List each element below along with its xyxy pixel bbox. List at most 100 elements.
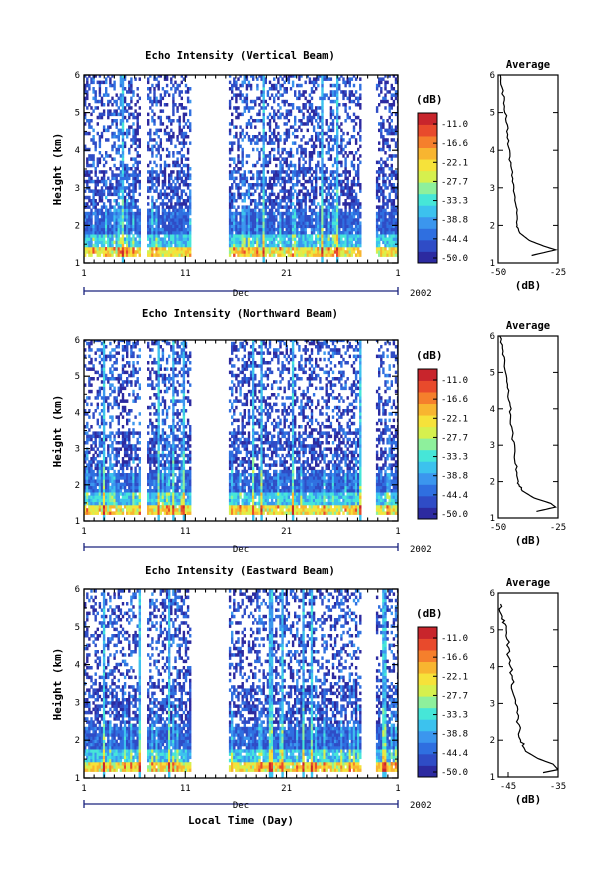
heatmap-cell <box>394 90 398 94</box>
heatmap-cell <box>84 399 87 403</box>
heatmap-cell <box>163 218 167 222</box>
heatmap-cell <box>323 237 326 241</box>
heatmap-cell <box>98 247 102 251</box>
heatmap-cell <box>329 147 333 152</box>
heatmap-cell <box>308 215 312 219</box>
heatmap-cell <box>315 87 318 91</box>
heatmap-cell <box>384 93 387 97</box>
heatmap-cell <box>100 80 104 85</box>
heatmap-cell <box>270 208 274 213</box>
heatmap-cell <box>273 119 276 123</box>
heatmap-cell <box>342 131 345 136</box>
heatmap-cell <box>354 231 358 235</box>
heatmap-cell <box>273 87 276 91</box>
heatmap-cell <box>291 163 295 168</box>
heatmap-cell <box>153 227 156 232</box>
heatmap-cell <box>228 128 232 133</box>
heatmap-cell <box>329 170 333 174</box>
heatmap-cell <box>184 227 188 232</box>
heatmap-cell <box>350 186 354 190</box>
heatmap-cell <box>115 215 118 219</box>
heatmap-cell <box>319 170 322 174</box>
heatmap-cell <box>136 234 139 238</box>
heatmap-cell <box>119 386 123 391</box>
heatmap-cell <box>115 361 118 365</box>
heatmap-cell <box>161 205 165 209</box>
heatmap-cell <box>107 250 110 254</box>
heatmap-cell <box>186 224 190 229</box>
heatmap-cell <box>375 195 379 200</box>
heatmap-cell <box>134 115 137 120</box>
heatmap-cell <box>331 250 335 254</box>
heatmap-cell <box>315 218 318 222</box>
heatmap-cell <box>117 138 120 142</box>
heatmap-cell <box>233 199 236 203</box>
heatmap-cell <box>117 183 120 187</box>
heatmap-cell <box>84 409 87 413</box>
heatmap-cell <box>172 96 175 101</box>
heatmap-cell <box>115 103 118 107</box>
heatmap-cell <box>165 186 169 190</box>
heatmap-cell <box>386 237 389 241</box>
heatmap-cell <box>249 211 253 216</box>
heatmap-cell <box>88 131 91 136</box>
heatmap-cell <box>386 221 389 225</box>
heatmap-cell <box>123 447 127 451</box>
heatmap-cell <box>249 115 253 120</box>
heatmap-cell <box>149 237 152 241</box>
heatmap-cell <box>338 250 341 254</box>
heatmap-cell <box>111 112 114 117</box>
heatmap-cell <box>331 147 335 152</box>
heatmap-cell <box>312 147 316 152</box>
heatmap-cell <box>281 77 284 81</box>
heatmap-cell <box>277 138 280 142</box>
heatmap-cell <box>92 501 95 506</box>
heatmap-cell <box>344 176 347 181</box>
heatmap-cell <box>384 208 387 213</box>
heatmap-cell <box>344 250 347 254</box>
heatmap-cell <box>178 202 181 206</box>
heatmap-cell <box>243 106 246 110</box>
heatmap-cell <box>113 386 116 391</box>
heatmap-cell <box>243 215 246 219</box>
heatmap-cell <box>321 125 324 129</box>
heatmap-cell <box>382 125 385 129</box>
heatmap-cell <box>109 495 112 499</box>
heatmap-cell <box>270 234 274 238</box>
heatmap-cell <box>308 221 312 225</box>
heatmap-cell <box>119 466 123 471</box>
heatmap-cell <box>350 211 354 216</box>
heatmap-cell <box>249 243 253 248</box>
heatmap-cell <box>113 211 116 216</box>
heatmap-cell <box>86 508 89 512</box>
heatmap-cell <box>189 250 192 254</box>
heatmap-cell <box>256 176 259 181</box>
heatmap-cell <box>331 144 335 149</box>
heatmap-cell <box>126 227 129 232</box>
heatmap-cell <box>126 431 129 435</box>
heatmap-cell <box>333 218 337 222</box>
heatmap-cell <box>115 109 118 113</box>
heatmap-cell <box>231 119 234 123</box>
heatmap-cell <box>281 224 284 229</box>
heatmap-cell <box>312 195 316 200</box>
heatmap-cell <box>357 147 360 152</box>
average-y-tick-label: 1 <box>490 259 495 269</box>
heatmap-cell <box>170 186 173 190</box>
heatmap-cell <box>258 131 261 136</box>
heatmap-cell <box>155 147 158 152</box>
heatmap-cell <box>392 253 396 257</box>
heatmap-cell <box>285 122 288 126</box>
heatmap-cell <box>119 373 123 378</box>
heatmap-cell <box>262 234 265 238</box>
heatmap-cell <box>260 163 263 168</box>
heatmap-cell <box>153 211 156 216</box>
heatmap-cell <box>172 208 175 213</box>
heatmap-cell <box>117 460 120 464</box>
heatmap-cell <box>134 186 137 190</box>
heatmap-cell <box>94 501 97 506</box>
heatmap-cell <box>86 453 89 458</box>
heatmap-cell <box>348 96 351 101</box>
heatmap-cell <box>312 151 316 155</box>
heatmap-cell <box>180 208 183 213</box>
